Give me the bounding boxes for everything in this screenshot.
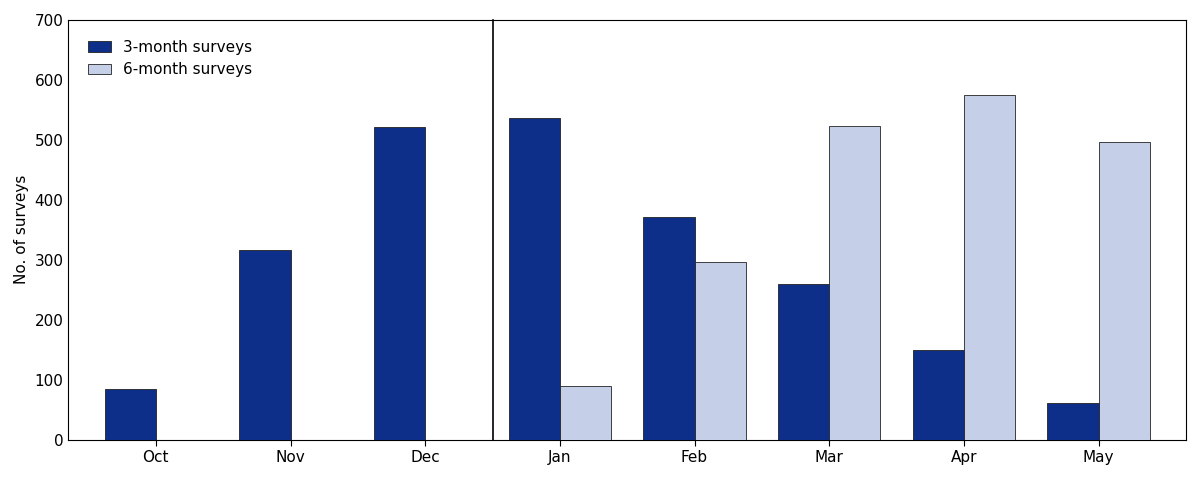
Bar [778,285,829,440]
Bar [695,262,745,440]
Bar [374,127,425,440]
Bar [964,95,1015,440]
Bar [560,386,611,440]
Bar [913,350,964,440]
Y-axis label: No. of surveys: No. of surveys [14,175,29,285]
Bar [1098,142,1150,440]
Legend: 3-month surveys, 6-month surveys: 3-month surveys, 6-month surveys [76,27,265,90]
Bar [104,389,156,440]
Bar [509,118,560,440]
Bar [829,126,881,440]
Bar [239,250,290,440]
Bar [1048,402,1098,440]
Bar [643,217,695,440]
